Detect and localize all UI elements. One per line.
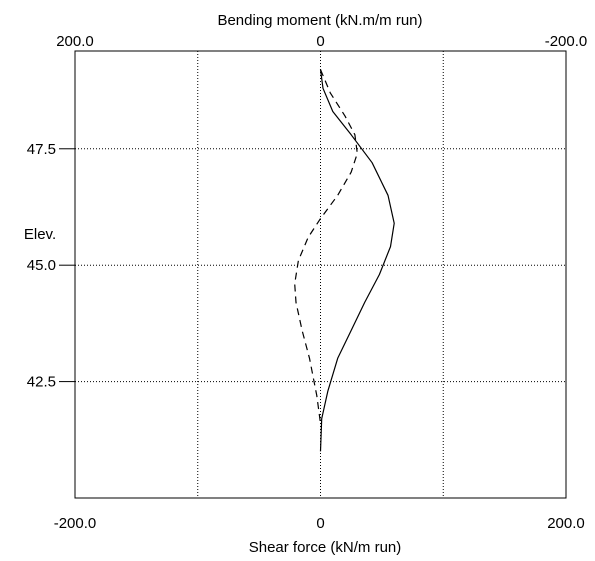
top-tick-label: 0 (316, 33, 324, 50)
ticks: 47.5 45.0 42.5 200.0 0 -200.0 -200.0 0 200.0 (27, 33, 587, 532)
top-axis-title: Bending moment (kN.m/m run) (217, 12, 422, 29)
bottom-tick-label: -200.0 (54, 515, 97, 532)
top-tick-label: 200.0 (56, 33, 94, 50)
series-layer (294, 69, 395, 452)
y-axis-title: Elev. (24, 226, 56, 243)
y-tick-label: 42.5 (27, 374, 56, 391)
bottom-tick-label: 200.0 (547, 515, 585, 532)
bending_moment-line (319, 69, 395, 452)
plot-background (75, 51, 566, 498)
shear_force-line (294, 69, 358, 424)
y-tick-label: 45.0 (27, 257, 56, 274)
y-tick-label: 47.5 (27, 141, 56, 158)
grid (75, 51, 566, 498)
top-tick-label: -200.0 (545, 33, 588, 50)
bottom-axis-title: Shear force (kN/m run) (249, 539, 402, 556)
plot-frame (74, 50, 567, 499)
bottom-tick-label: 0 (316, 515, 324, 532)
